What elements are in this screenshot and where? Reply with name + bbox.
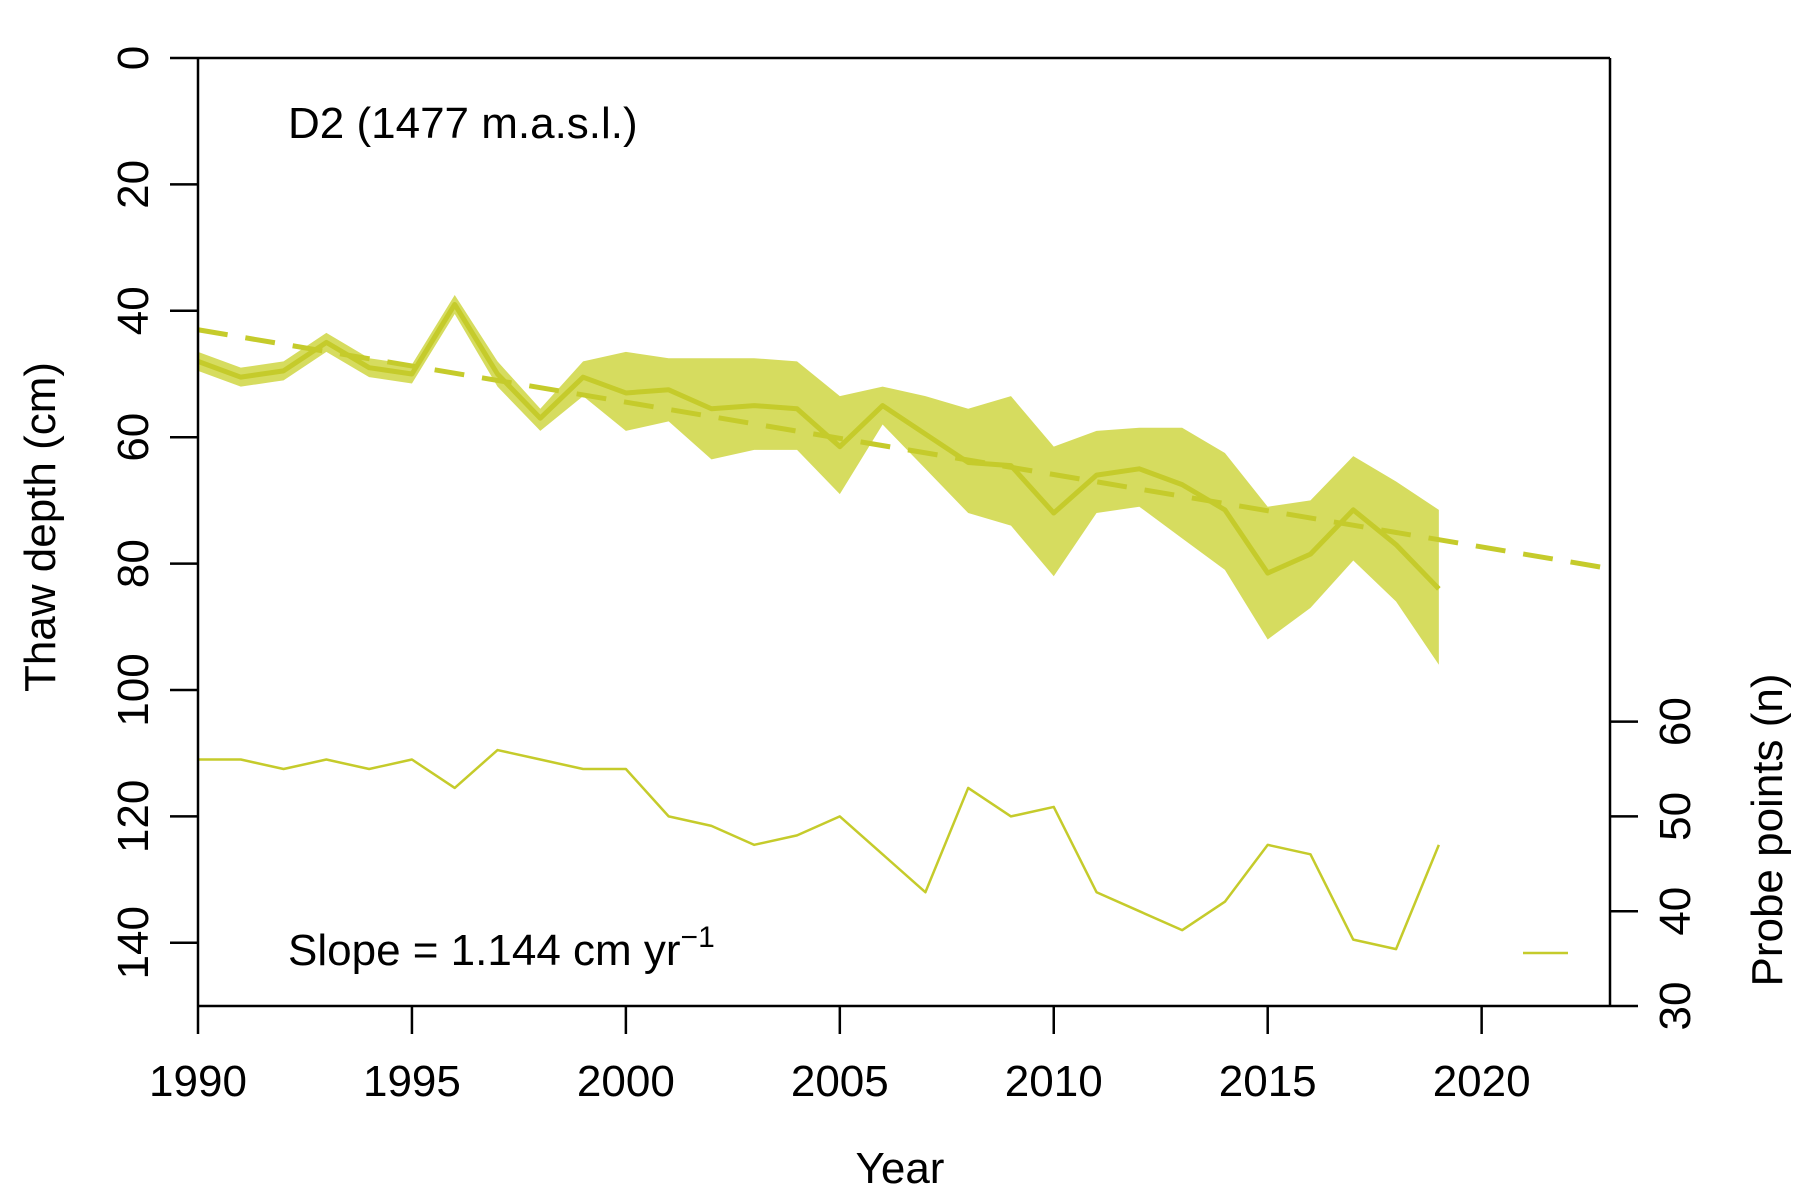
- y-right-tick-label: 50: [1651, 792, 1700, 841]
- x-tick-label: 1990: [149, 1057, 247, 1106]
- site-label: D2 (1477 m.a.s.l.): [288, 99, 638, 148]
- y-left-tick-label: 60: [109, 413, 158, 462]
- slope-label: Slope = 1.144 cm yr−1: [288, 921, 715, 975]
- x-tick-label: 2020: [1433, 1057, 1531, 1106]
- x-tick-label: 2005: [791, 1057, 889, 1106]
- mean-thaw-depth-line: [197, 301, 1441, 591]
- y-left-tick-label: 120: [109, 780, 158, 853]
- slope-label-exponent: −1: [681, 921, 715, 954]
- y-right-tick-label: 30: [1651, 982, 1700, 1031]
- thaw-range-band-layer: [198, 295, 1439, 665]
- y-right-tick-label: 60: [1651, 697, 1700, 746]
- y-axis-right-title: Probe points (n): [1743, 673, 1792, 986]
- thaw-range-band: [198, 295, 1439, 665]
- y-left-tick-label: 140: [109, 906, 158, 979]
- y-axis-left-title: Thaw depth (cm): [16, 362, 65, 692]
- axes-layer: 0 20 40 60 80 100 120 140 30 40 50 60 1990 1995 2000 20…: [109, 46, 1700, 1106]
- x-tick-label: 2015: [1219, 1057, 1317, 1106]
- series-line-layer: [197, 301, 1611, 951]
- probe-points-line: [198, 748, 1441, 951]
- x-tick-label: 2000: [577, 1057, 675, 1106]
- y-right-tick-label: 40: [1651, 887, 1700, 936]
- y-left-tick-label: 40: [109, 286, 158, 335]
- trend-line: [197, 327, 1611, 572]
- x-tick-label: 2010: [1005, 1057, 1103, 1106]
- y-left-tick-label: 0: [109, 46, 158, 70]
- y-left-tick-label: 100: [109, 653, 158, 726]
- slope-label-text: Slope = 1.144 cm yr: [288, 926, 681, 975]
- x-tick-label: 1995: [363, 1057, 461, 1106]
- y-left-tick-label: 20: [109, 160, 158, 209]
- y-left-tick-label: 80: [109, 539, 158, 588]
- x-axis-title: Year: [856, 1144, 945, 1193]
